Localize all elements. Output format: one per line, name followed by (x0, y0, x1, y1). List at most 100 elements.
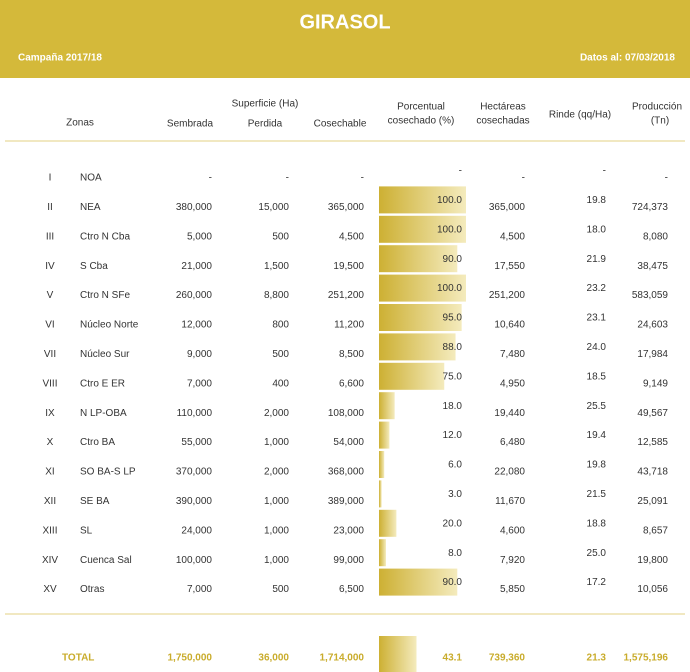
col-header: Producción (632, 102, 682, 113)
cell: 6,600 (339, 378, 364, 389)
cell: 90.0 (443, 254, 463, 265)
zone-name: Núcleo Sur (80, 349, 130, 360)
cell: 3.0 (448, 489, 462, 500)
cell: 390,000 (176, 496, 213, 507)
cell: 17,984 (637, 349, 668, 360)
cell: - (665, 173, 668, 184)
total-cell: 1,750,000 (168, 653, 213, 664)
col-header: Perdida (248, 119, 283, 130)
cell: 4,600 (500, 525, 525, 536)
cell: 2,000 (264, 408, 289, 419)
cell: - (522, 173, 525, 184)
cell: 54,000 (333, 437, 364, 448)
cell: - (361, 173, 364, 184)
cell: 8,500 (339, 349, 364, 360)
pct-bar (379, 539, 386, 567)
cell: 21.5 (587, 489, 607, 500)
cell: 368,000 (328, 467, 365, 478)
cell: 110,000 (177, 408, 213, 419)
pct-bar (379, 245, 458, 273)
cell: 7,000 (187, 378, 212, 389)
col-header: Rinde (qq/Ha) (549, 110, 611, 121)
cell: 4,500 (500, 231, 525, 242)
cell: 389,000 (328, 496, 365, 507)
cell: 2,000 (264, 467, 289, 478)
zone-name: Ctro N SFe (80, 290, 130, 301)
zone-number: XV (43, 584, 57, 595)
pct-bar (379, 304, 462, 331)
cell: 1,000 (264, 525, 289, 536)
cell: 23.1 (587, 313, 607, 324)
cell: 24,000 (181, 525, 212, 536)
pct-bar (379, 274, 466, 302)
cell: 11,670 (495, 496, 525, 507)
zone-name: NOA (80, 173, 102, 184)
total-cell: 36,000 (258, 653, 289, 664)
cell: 75.0 (443, 371, 463, 382)
zone-name: N LP-OBA (80, 408, 127, 419)
cell: 500 (272, 231, 289, 242)
zone-number: XII (44, 496, 56, 507)
zone-number: XIV (42, 555, 58, 566)
zone-number: VI (45, 320, 54, 331)
col-header: Cosechable (314, 119, 367, 130)
cell: 15,000 (258, 202, 289, 213)
cell: 38,475 (637, 261, 668, 272)
pct-bar (379, 568, 458, 596)
total-cell: 1,575,196 (624, 653, 669, 664)
cell: 21,000 (181, 261, 212, 272)
col-header: Zonas (66, 118, 94, 129)
cell: 17,550 (494, 261, 525, 272)
zone-name: Núcleo Norte (80, 320, 139, 331)
zone-number: X (47, 437, 54, 448)
col-header: (Tn) (651, 116, 669, 127)
cell: 25.0 (587, 548, 607, 559)
pct-bar (379, 451, 385, 478)
cell: 90.0 (443, 577, 463, 588)
zone-number: I (49, 173, 52, 184)
cell: 22,080 (494, 467, 525, 478)
cell: - (286, 173, 289, 184)
zone-number: XI (45, 467, 54, 478)
cell: 400 (272, 378, 289, 389)
zone-number: IV (45, 261, 55, 272)
cell: 8,657 (643, 525, 668, 536)
cell: 12,585 (637, 437, 668, 448)
cell: 4,500 (339, 231, 364, 242)
col-header: cosechado (%) (388, 116, 455, 127)
cell: 7,000 (187, 584, 212, 595)
cell: 251,200 (489, 290, 526, 301)
cell: 10,056 (637, 584, 668, 595)
cell: 17.2 (587, 577, 607, 588)
cell: 365,000 (328, 202, 365, 213)
cell: 24.0 (587, 342, 607, 353)
zone-number: V (47, 290, 54, 301)
cell: 100.0 (437, 224, 462, 235)
pct-bar (379, 480, 382, 508)
pct-bar (379, 636, 417, 672)
cell: 8,800 (264, 290, 289, 301)
zone-number: VIII (42, 378, 57, 389)
cell: 1,000 (264, 555, 289, 566)
zone-name: Ctro BA (80, 437, 115, 448)
zone-name: S Cba (80, 261, 108, 272)
cell: 1,000 (264, 437, 289, 448)
cell: 19,500 (333, 261, 364, 272)
cell: 100,000 (176, 555, 213, 566)
cell: 25,091 (637, 496, 668, 507)
cell: 800 (272, 320, 289, 331)
cell: 12,000 (181, 320, 212, 331)
pct-bar (379, 333, 456, 361)
cell: 19.8 (587, 460, 607, 471)
header-band (0, 0, 690, 78)
cell: 24,603 (637, 320, 668, 331)
cell: 500 (272, 349, 289, 360)
cell: 1,000 (264, 496, 289, 507)
cell: 88.0 (443, 342, 463, 353)
cell: 4,950 (500, 378, 525, 389)
cell: 23,000 (333, 525, 364, 536)
zone-number: XIII (42, 525, 57, 536)
cell: 365,000 (489, 202, 526, 213)
col-header: Sembrada (167, 119, 214, 130)
